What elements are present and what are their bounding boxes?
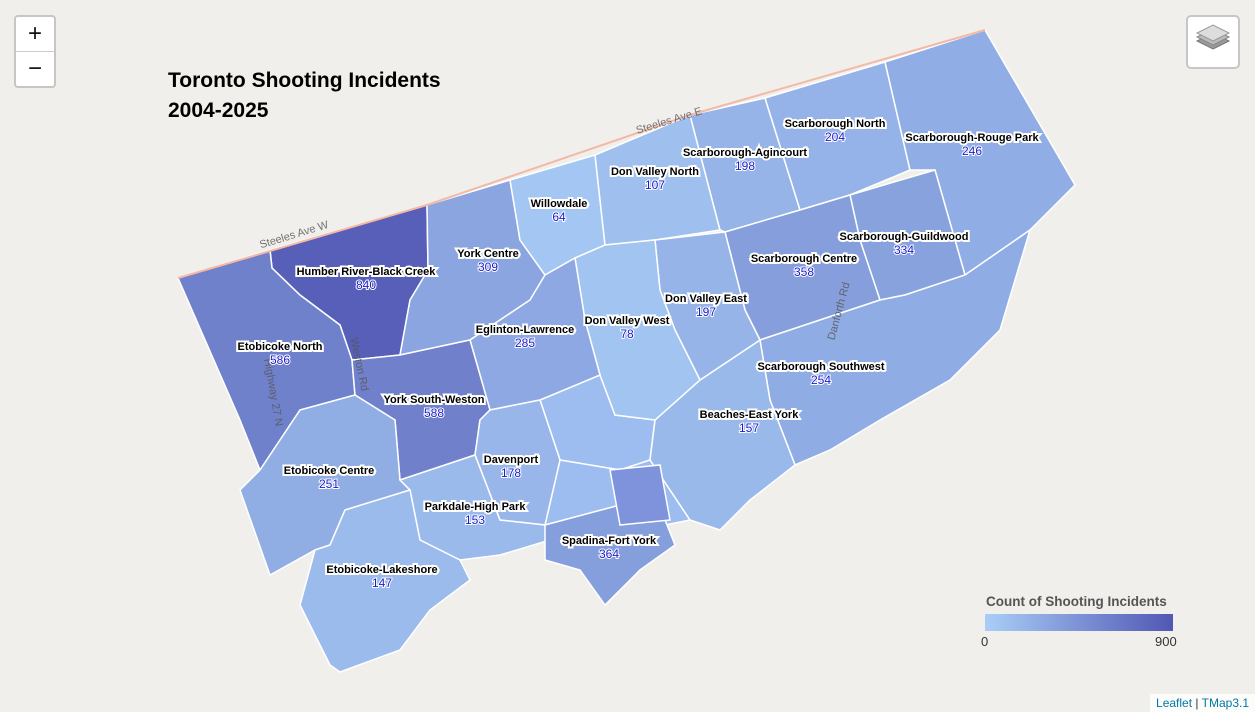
district-count: 153 bbox=[465, 513, 485, 527]
district-name: Scarborough-Rouge Park bbox=[905, 132, 1039, 144]
district bbox=[299, 489, 471, 673]
district-count: 246 bbox=[962, 144, 982, 158]
district-name: Etobicoke Centre bbox=[284, 465, 374, 477]
zoom-in[interactable]: + bbox=[27, 20, 42, 47]
attribution-separator: | bbox=[1195, 696, 1199, 710]
district bbox=[764, 61, 911, 211]
district-count: 64 bbox=[552, 210, 566, 224]
legend-min: 0 bbox=[981, 634, 989, 649]
district-count: 78 bbox=[620, 327, 634, 341]
legend: Count of Shooting Incidents 0 900 bbox=[978, 594, 1183, 649]
district-count: 285 bbox=[515, 336, 535, 350]
district-count: 147 bbox=[372, 576, 392, 590]
district-name: Davenport bbox=[484, 454, 539, 466]
district-count: 204 bbox=[825, 130, 845, 144]
district-name: Don Valley East bbox=[665, 293, 747, 305]
district-name: Scarborough Southwest bbox=[757, 361, 884, 373]
attribution-link[interactable]: TMap3.1 bbox=[1201, 696, 1249, 710]
district-count: 157 bbox=[739, 421, 759, 435]
district-count: 198 bbox=[735, 159, 755, 173]
district-area bbox=[609, 464, 671, 526]
district-name: Spadina-Fort York bbox=[562, 535, 657, 547]
legend-gradient bbox=[985, 614, 1173, 631]
district bbox=[594, 113, 721, 246]
district-name: Eglinton-Lawrence bbox=[476, 324, 574, 336]
district-name: Don Valley West bbox=[585, 315, 670, 327]
district-count: 358 bbox=[794, 265, 814, 279]
layers-icon bbox=[1195, 24, 1231, 50]
district-name: Scarborough-Guildwood bbox=[840, 231, 969, 243]
district-name: Scarborough North bbox=[785, 118, 886, 130]
district-name: Beaches-East York bbox=[700, 409, 800, 421]
district bbox=[649, 338, 796, 531]
district-name: Etobicoke-Lakeshore bbox=[326, 564, 437, 576]
district-count: 588 bbox=[424, 406, 444, 420]
district-count: 251 bbox=[319, 477, 339, 491]
district-count: 334 bbox=[894, 243, 914, 257]
district-name: Willowdale bbox=[531, 198, 588, 210]
layers-button[interactable] bbox=[1186, 15, 1240, 69]
district-count: 197 bbox=[696, 305, 716, 319]
district-count: 178 bbox=[501, 466, 521, 480]
district-name: Scarborough-Agincourt bbox=[683, 147, 807, 159]
district-name: Humber River-Black Creek bbox=[297, 266, 437, 278]
boundary-road bbox=[177, 29, 986, 279]
subtitle: 2004-2025 bbox=[168, 99, 269, 122]
district-name: Parkdale-High Park bbox=[425, 501, 527, 513]
district-name: Scarborough Centre bbox=[751, 253, 857, 265]
attribution: Leaflet | TMap3.1 bbox=[1150, 694, 1255, 712]
district-count: 364 bbox=[599, 547, 619, 561]
district-count: 840 bbox=[356, 278, 376, 292]
district-count: 254 bbox=[811, 373, 831, 387]
legend-max: 900 bbox=[1155, 634, 1177, 649]
zoom-out[interactable]: − bbox=[16, 51, 54, 86]
district-name: Don Valley North bbox=[611, 166, 699, 178]
district-count: 586 bbox=[270, 353, 290, 367]
district-name: Etobicoke North bbox=[238, 341, 323, 353]
attribution-link[interactable]: Leaflet bbox=[1156, 696, 1193, 710]
title: Toronto Shooting Incidents bbox=[168, 69, 441, 92]
district-count: 107 bbox=[645, 178, 665, 192]
district-count: 309 bbox=[478, 260, 498, 274]
legend-title: Count of Shooting Incidents bbox=[986, 594, 1167, 609]
district-name: York South-Weston bbox=[383, 394, 484, 406]
district-name: York Centre bbox=[457, 248, 519, 260]
zoom-control: + − bbox=[14, 15, 56, 88]
